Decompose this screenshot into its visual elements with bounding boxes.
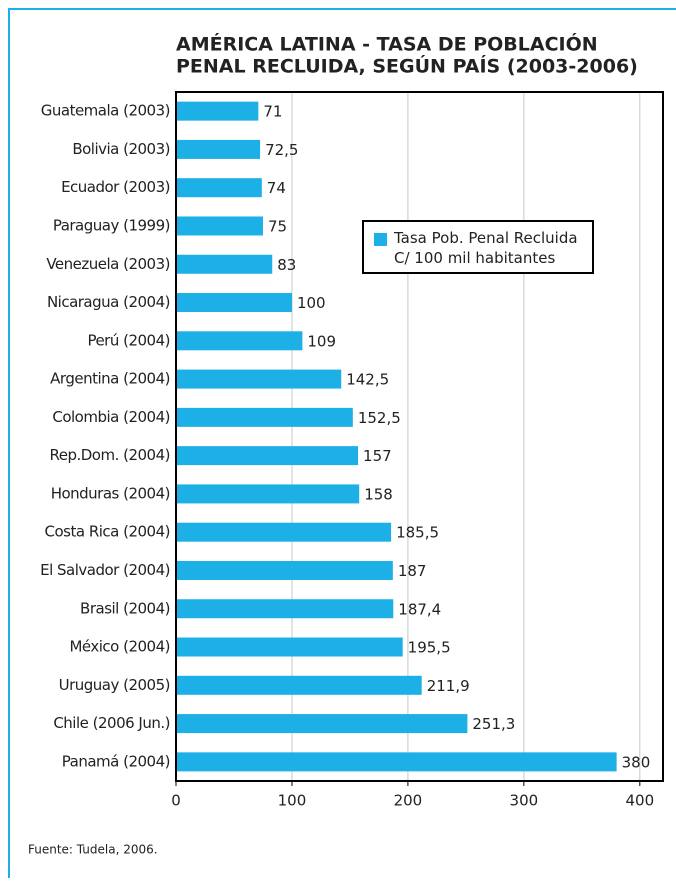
x-tick-label: 100 — [278, 792, 307, 810]
y-tick-label: Ecuador (2003) — [61, 178, 170, 196]
value-label: 142,5 — [346, 371, 389, 389]
y-tick-label: El Salvador (2004) — [40, 561, 170, 579]
bar — [176, 101, 259, 121]
x-tick-label: 300 — [510, 792, 539, 810]
x-tick-label: 200 — [394, 792, 423, 810]
y-tick-label: Brasil (2004) — [80, 599, 170, 617]
y-tick-label: Paraguay (1999) — [53, 216, 170, 234]
value-label: 211,9 — [427, 677, 470, 695]
bar — [176, 599, 394, 619]
bar — [176, 752, 617, 772]
y-tick-label: Bolivia (2003) — [72, 140, 170, 158]
legend: Tasa Pob. Penal Recluida C/ 100 mil habi… — [362, 220, 594, 274]
chart-title: AMÉRICA LATINA - TASA DE POBLACIÓN — [176, 32, 598, 56]
y-tick-label: Chile (2006 Jun.) — [53, 714, 170, 732]
bar — [176, 714, 468, 734]
bar — [176, 637, 403, 657]
value-label: 380 — [622, 753, 651, 771]
value-label: 72,5 — [265, 141, 298, 159]
y-tick-label: Nicaragua (2004) — [47, 293, 170, 311]
chart-title: PENAL RECLUIDA, SEGÚN PAÍS (2003-2006) — [176, 54, 638, 78]
x-tick-label: 0 — [171, 792, 181, 810]
value-label: 185,5 — [396, 524, 439, 542]
value-label: 195,5 — [408, 639, 451, 657]
y-tick-label: Panamá (2004) — [62, 752, 170, 770]
y-tick-label: Venezuela (2003) — [46, 255, 170, 273]
bar — [176, 446, 359, 466]
value-label: 75 — [268, 217, 287, 235]
value-label: 100 — [297, 294, 326, 312]
value-label: 187 — [398, 562, 427, 580]
legend-swatch — [374, 233, 387, 246]
bar — [176, 331, 303, 351]
bar — [176, 675, 422, 695]
value-label: 187,4 — [398, 600, 441, 618]
value-label: 158 — [364, 485, 393, 503]
bar — [176, 369, 342, 389]
value-label: 83 — [277, 256, 296, 274]
y-tick-label: Honduras (2004) — [51, 484, 170, 502]
plot-border — [175, 91, 664, 782]
value-label: 109 — [307, 332, 336, 350]
y-tick-label: Uruguay (2005) — [59, 676, 170, 694]
bar — [176, 560, 393, 580]
bar — [176, 178, 262, 198]
bar — [176, 293, 292, 313]
bar — [176, 139, 261, 159]
value-label: 71 — [263, 103, 282, 121]
y-tick-label: Costa Rica (2004) — [45, 523, 170, 541]
y-tick-label: Colombia (2004) — [52, 408, 170, 426]
bar — [176, 216, 263, 236]
source: Fuente: Tudela, 2006. — [28, 843, 158, 857]
bar — [176, 407, 353, 427]
bar — [176, 254, 273, 274]
bar — [176, 522, 392, 542]
y-tick-label: Guatemala (2003) — [41, 102, 170, 120]
x-tick-label: 400 — [625, 792, 654, 810]
bar — [176, 484, 360, 504]
value-label: 251,3 — [472, 715, 515, 733]
legend-label: Tasa Pob. Penal Recluida C/ 100 mil habi… — [394, 229, 578, 267]
y-tick-label: Argentina (2004) — [50, 370, 170, 388]
y-tick-label: Perú (2004) — [87, 331, 170, 349]
value-label: 157 — [363, 447, 392, 465]
y-tick-label: México (2004) — [69, 638, 170, 656]
value-label: 152,5 — [358, 409, 401, 427]
value-label: 74 — [267, 179, 286, 197]
y-tick-label: Rep.Dom. (2004) — [49, 446, 170, 464]
